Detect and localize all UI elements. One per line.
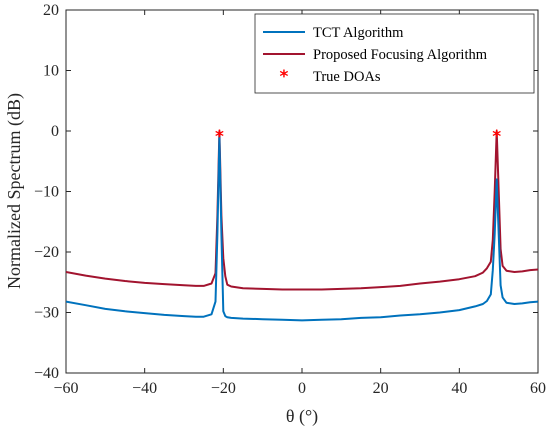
x-tick-label: −40 [132,380,157,397]
y-tick-label: −10 [34,184,59,201]
legend-label-proposed: Proposed Focusing Algorithm [313,47,488,63]
x-tick-label: 20 [373,380,389,397]
x-tick-label: 40 [451,380,467,397]
true-doa-marker: * [492,127,501,147]
y-tick-label: 20 [43,2,59,19]
y-tick-label: 0 [51,123,59,140]
y-tick-label: 10 [43,63,59,80]
x-tick-label: −20 [211,380,236,397]
x-tick-label: −60 [53,380,78,397]
y-axis-label: Normalized Spectrum (dB) [4,93,25,289]
y-tick-label: −30 [34,305,59,322]
series-line-proposed [66,130,538,291]
legend: TCT Algorithm Proposed Focusing Algorith… [254,13,535,94]
y-axis: −40 −30 −20 −10 0 10 20 [34,2,538,382]
x-tick-label: 60 [530,380,546,397]
x-axis: −60 −40 −20 0 20 40 60 [53,10,546,397]
true-doa-markers: * * [215,127,501,147]
y-tick-label: −40 [34,365,59,382]
true-doa-marker: * [215,127,224,147]
legend-swatch-true-doa: * [280,67,289,87]
x-tick-label: 0 [298,380,306,397]
legend-label-tct: TCT Algorithm [313,25,404,41]
legend-label-true-doa: True DOAs [313,69,381,85]
series-lines [66,130,538,322]
series-line-tct [66,136,538,322]
x-axis-label: θ (°) [286,406,318,427]
y-tick-label: −20 [34,244,59,261]
